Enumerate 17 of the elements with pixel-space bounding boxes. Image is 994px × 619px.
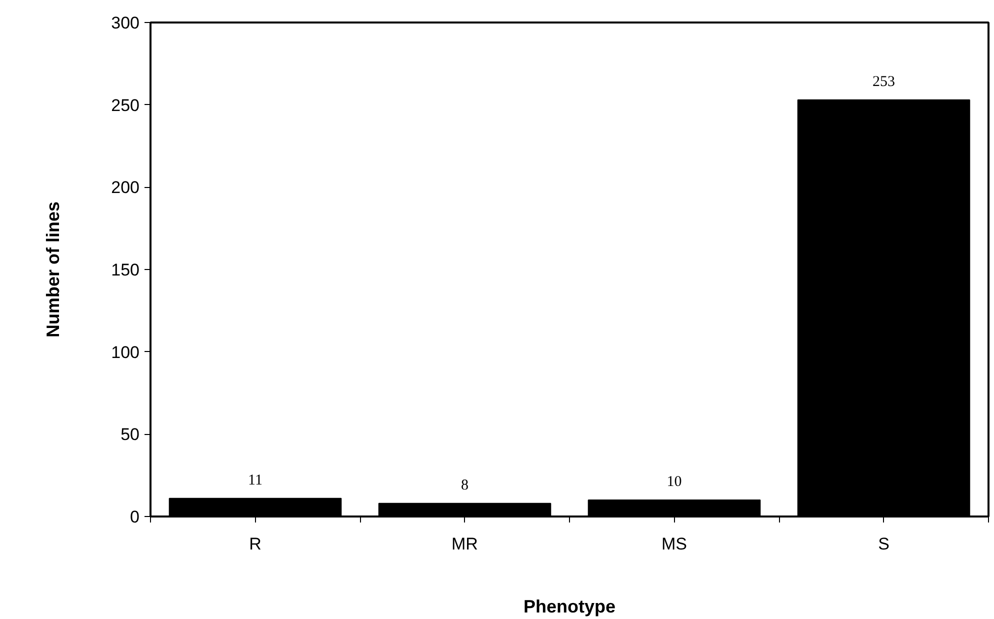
data-label: 8 — [461, 477, 468, 494]
y-tick-label: 50 — [120, 425, 140, 444]
y-tick-label: 200 — [111, 178, 140, 198]
y-tick-label: 250 — [111, 96, 140, 115]
y-tick-label: 0 — [130, 508, 140, 526]
y-tick-label: 150 — [111, 260, 140, 280]
y-tick-label: 100 — [111, 342, 140, 362]
x-tick-label: MS — [662, 534, 687, 554]
y-tick-label: 300 — [111, 14, 140, 32]
data-label: 253 — [872, 74, 895, 90]
data-label: 11 — [248, 472, 262, 488]
x-tick-label: MR — [452, 534, 478, 554]
x-axis-title: Phenotype — [523, 596, 616, 616]
y-axis-title: Number of lines — [43, 201, 64, 338]
data-label: 10 — [666, 474, 682, 490]
x-tick-label: S — [878, 534, 890, 554]
x-tick-label: R — [249, 534, 262, 554]
